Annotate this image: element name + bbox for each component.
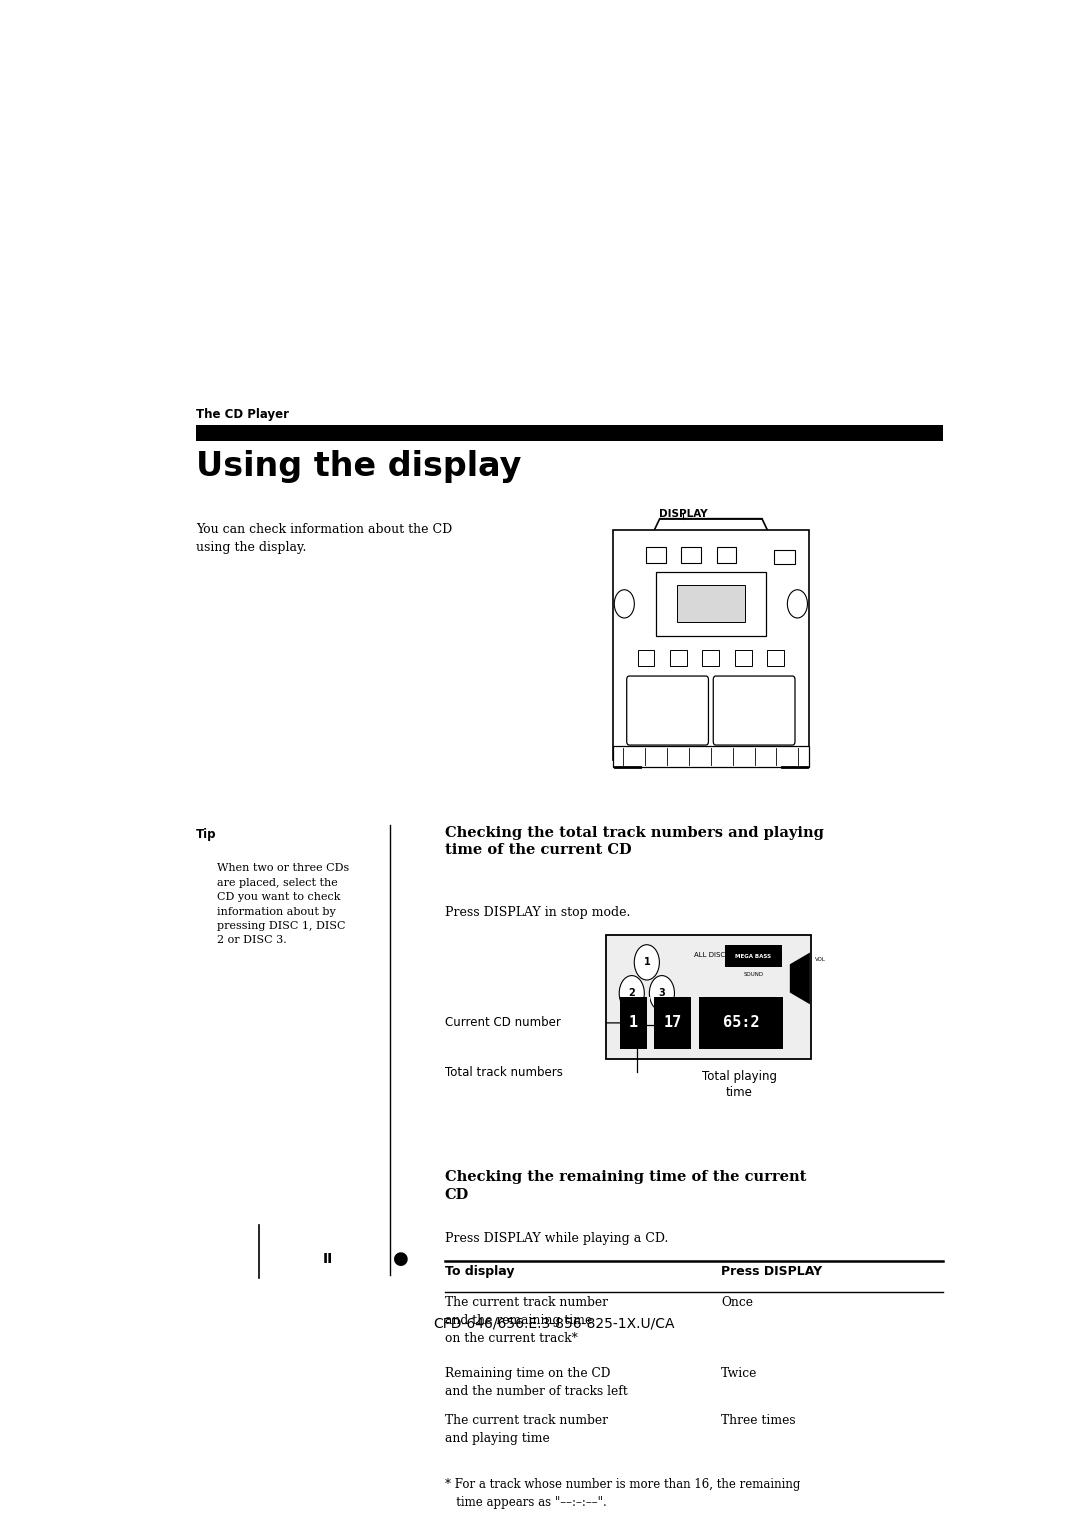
- Text: Current CD number: Current CD number: [445, 1016, 561, 1030]
- Polygon shape: [789, 952, 810, 1004]
- Circle shape: [619, 975, 645, 1012]
- Text: To display: To display: [445, 1265, 514, 1277]
- Bar: [773, 550, 796, 564]
- Bar: [677, 585, 745, 622]
- Bar: [691, 996, 693, 1048]
- Bar: [647, 996, 649, 1048]
- Bar: [637, 649, 654, 666]
- Circle shape: [787, 590, 808, 617]
- Text: Twice: Twice: [721, 1368, 757, 1380]
- Text: Checking the total track numbers and playing
time of the current CD: Checking the total track numbers and pla…: [445, 825, 824, 857]
- Text: Tip: Tip: [197, 828, 217, 840]
- Text: VOL: VOL: [815, 957, 826, 963]
- Bar: [656, 571, 766, 636]
- Text: 1: 1: [644, 958, 650, 967]
- Text: The CD Player: The CD Player: [197, 408, 289, 422]
- Text: 1: 1: [629, 1016, 638, 1030]
- Text: Total playing
time: Total playing time: [702, 1070, 777, 1099]
- Text: The current track number
and the remaining time
on the current track*: The current track number and the remaini…: [445, 1296, 608, 1345]
- Bar: [725, 944, 782, 967]
- FancyBboxPatch shape: [626, 675, 708, 746]
- Bar: [768, 649, 784, 666]
- Text: Press DISPLAY while playing a CD.: Press DISPLAY while playing a CD.: [445, 1232, 669, 1245]
- Text: CFD-646/656.E.3-856-825-1X.U/CA: CFD-646/656.E.3-856-825-1X.U/CA: [433, 1317, 674, 1331]
- Text: Checking the remaining time of the current
CD: Checking the remaining time of the curre…: [445, 1170, 806, 1203]
- Text: Remaining time on the CD
and the number of tracks left: Remaining time on the CD and the number …: [445, 1368, 627, 1398]
- Bar: [620, 996, 647, 1048]
- Text: MEGA BASS: MEGA BASS: [735, 953, 771, 958]
- Text: ALL DISCS: ALL DISCS: [694, 952, 729, 958]
- Text: Three times: Three times: [721, 1413, 796, 1427]
- Text: SOUND: SOUND: [743, 972, 764, 978]
- Bar: [699, 996, 783, 1048]
- Text: DISPLAY: DISPLAY: [659, 509, 707, 518]
- Bar: [197, 425, 943, 442]
- Text: II: II: [323, 1251, 333, 1265]
- Bar: [646, 547, 665, 562]
- Circle shape: [649, 975, 674, 1012]
- Text: 3: 3: [659, 989, 665, 998]
- Text: Press DISPLAY: Press DISPLAY: [721, 1265, 822, 1277]
- Text: 2: 2: [629, 989, 635, 998]
- Text: When two or three CDs
are placed, select the
CD you want to check
information ab: When two or three CDs are placed, select…: [217, 863, 349, 946]
- Text: Once: Once: [721, 1296, 753, 1309]
- Bar: [606, 935, 811, 1059]
- Bar: [681, 547, 701, 562]
- Bar: [612, 746, 809, 767]
- Text: * For a track whose number is more than 16, the remaining
   time appears as "––: * For a track whose number is more than …: [445, 1478, 800, 1508]
- Text: The current track number
and playing time: The current track number and playing tim…: [445, 1413, 608, 1445]
- Text: You can check information about the CD
using the display.: You can check information about the CD u…: [197, 524, 453, 555]
- Bar: [735, 649, 752, 666]
- FancyBboxPatch shape: [713, 675, 795, 746]
- Bar: [670, 649, 687, 666]
- Bar: [653, 996, 691, 1048]
- Bar: [702, 649, 719, 666]
- Text: Using the display: Using the display: [197, 451, 522, 483]
- Text: Press DISPLAY in stop mode.: Press DISPLAY in stop mode.: [445, 906, 630, 918]
- Circle shape: [615, 590, 634, 617]
- Text: 17: 17: [663, 1016, 681, 1030]
- Bar: [717, 547, 737, 562]
- Circle shape: [634, 944, 660, 979]
- Bar: [612, 530, 809, 759]
- Text: 65:2: 65:2: [723, 1016, 759, 1030]
- Text: Total track numbers: Total track numbers: [445, 1067, 563, 1079]
- Text: ●: ●: [393, 1250, 409, 1268]
